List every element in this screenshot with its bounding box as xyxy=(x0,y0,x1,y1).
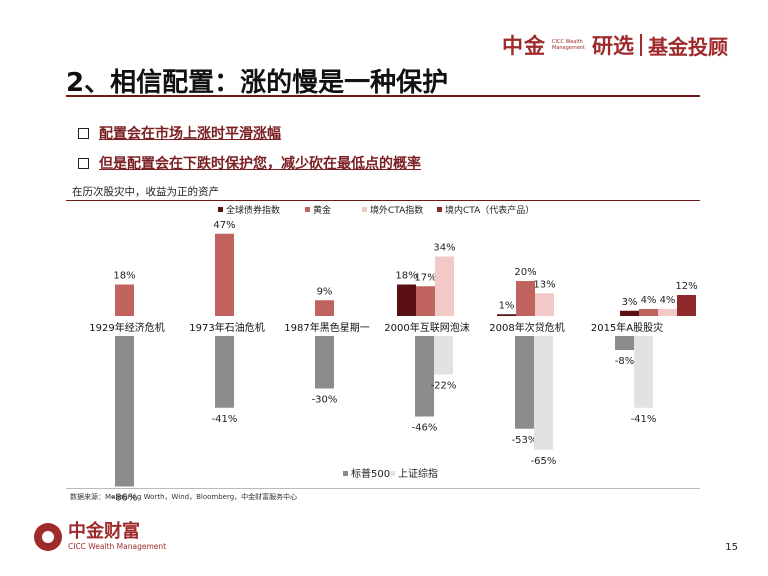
data-label-sp500-3: -46% xyxy=(412,423,438,434)
legend-swatch-domestic_cta xyxy=(437,207,442,212)
bar-sp500-3 xyxy=(415,336,434,417)
bar-sp500-1 xyxy=(215,336,234,408)
footer-logo-cn: 中金财富 xyxy=(68,521,140,542)
brand-mid: 研选 xyxy=(592,34,634,58)
data-label-global_bond-3: 18% xyxy=(395,271,417,282)
data-label-gold-2: 9% xyxy=(317,286,333,297)
brand-small-text: CICC Wealth Management xyxy=(552,39,585,51)
bullet-1-text: 配置会在市场上涨时平滑涨幅 xyxy=(99,126,281,142)
data-label-sp500-2: -30% xyxy=(312,395,338,406)
data-label-overseas_cta-4: 13% xyxy=(533,279,555,290)
data-label-domestic_cta-5: 12% xyxy=(675,281,697,292)
bullet-2: 但是配置会在下跌时保护您，减少砍在最低点的概率 xyxy=(78,153,421,173)
bar-sp500-5 xyxy=(615,336,634,350)
bar-overseas_cta-4 xyxy=(535,293,554,316)
page-title: 2、相信配置：涨的慢是一种保护 xyxy=(66,68,449,98)
data-label-shanghai-4: -65% xyxy=(531,456,557,467)
data-source: 数据来源：Measuring Worth，Wind，Bloomberg，中金财富… xyxy=(70,493,298,501)
legend-label-global_bond: 全球债券指数 xyxy=(226,204,280,216)
bar-gold-2 xyxy=(315,300,334,316)
bar-gold-4 xyxy=(516,281,535,316)
data-label-sp500-1: -41% xyxy=(212,414,238,425)
data-label-global_bond-5: 3% xyxy=(622,297,638,308)
category-label-0: 1929年经济危机 xyxy=(89,321,164,334)
page-number: 15 xyxy=(725,542,738,553)
data-label-overseas_cta-3: 34% xyxy=(433,243,455,254)
bar-gold-3 xyxy=(416,286,435,316)
legend-swatch-gold xyxy=(305,207,310,212)
bar-gold-1 xyxy=(215,233,234,316)
brand-divider xyxy=(640,34,642,56)
brand-header: 中金 CICC Wealth Management 研选 基金投顾 xyxy=(502,30,728,60)
legend-label-sp500: 标普500 xyxy=(351,467,390,480)
footer-logo-en: CICC Wealth Management xyxy=(68,542,167,551)
data-label-gold-5: 4% xyxy=(641,295,657,306)
data-label-gold-1: 47% xyxy=(213,220,235,231)
bullet-1: 配置会在市场上涨时平滑涨幅 xyxy=(78,123,281,143)
brand-main: 中金 xyxy=(502,34,546,58)
bar-shanghai-3 xyxy=(434,336,453,375)
bullet-2-text: 但是配置会在下跌时保护您，减少砍在最低点的概率 xyxy=(99,156,421,172)
category-label-5: 2015年A股股灾 xyxy=(591,321,663,334)
legend-swatch-overseas_cta xyxy=(362,207,367,212)
data-label-gold-3: 17% xyxy=(414,272,436,283)
bar-shanghai-5 xyxy=(634,336,653,408)
legend-label-overseas_cta: 境外CTA指数 xyxy=(370,204,423,216)
data-label-overseas_cta-5: 4% xyxy=(660,295,676,306)
bar-overseas_cta-3 xyxy=(435,256,454,316)
category-label-1: 1973年石油危机 xyxy=(189,321,264,334)
chart-subheading: 在历次股灾中，收益为正的资产 xyxy=(72,186,219,198)
data-label-global_bond-4: 1% xyxy=(499,300,515,311)
bullet-box-icon xyxy=(78,157,89,169)
data-label-gold-0: 18% xyxy=(113,271,135,282)
category-label-2: 1987年黑色星期一 xyxy=(284,321,369,334)
legend-label-shanghai: 上证综指 xyxy=(398,467,438,480)
source-rule xyxy=(66,488,700,489)
bullet-box-icon xyxy=(78,127,89,139)
legend-swatch-shanghai xyxy=(390,471,395,476)
data-label-gold-4: 20% xyxy=(514,267,536,278)
data-label-sp500-5: -8% xyxy=(615,356,634,367)
legend-swatch-sp500 xyxy=(343,471,348,476)
brand-right: 基金投顾 xyxy=(648,34,728,59)
bar-sp500-2 xyxy=(315,336,334,389)
legend-swatch-global_bond xyxy=(218,207,223,212)
bar-domestic_cta-5 xyxy=(677,295,696,316)
legend-label-gold: 黄金 xyxy=(313,204,331,216)
category-label-4: 2008年次贷危机 xyxy=(489,321,564,334)
title-rule xyxy=(66,95,700,97)
data-label-sp500-0: -86% xyxy=(112,493,138,504)
data-label-shanghai-3: -22% xyxy=(431,381,457,392)
bar-overseas_cta-5 xyxy=(658,309,677,316)
category-label-3: 2000年互联网泡沫 xyxy=(384,321,469,334)
bar-shanghai-4 xyxy=(534,336,553,450)
bar-global_bond-4 xyxy=(497,314,516,316)
data-label-sp500-4: -53% xyxy=(512,435,538,446)
data-label-shanghai-5: -41% xyxy=(631,414,657,425)
bar-sp500-0 xyxy=(115,336,134,487)
bar-global_bond-3 xyxy=(397,284,416,316)
logo-mark-icon xyxy=(34,522,62,551)
legend-label-domestic_cta: 境内CTA（代表产品） xyxy=(445,204,534,216)
footer-logo: 中金财富 CICC Wealth Management xyxy=(34,522,166,551)
subheading-rule xyxy=(66,200,700,201)
bar-gold-0 xyxy=(115,284,134,316)
bar-gold-5 xyxy=(639,309,658,316)
bar-sp500-4 xyxy=(515,336,534,429)
bar-global_bond-5 xyxy=(620,310,639,316)
